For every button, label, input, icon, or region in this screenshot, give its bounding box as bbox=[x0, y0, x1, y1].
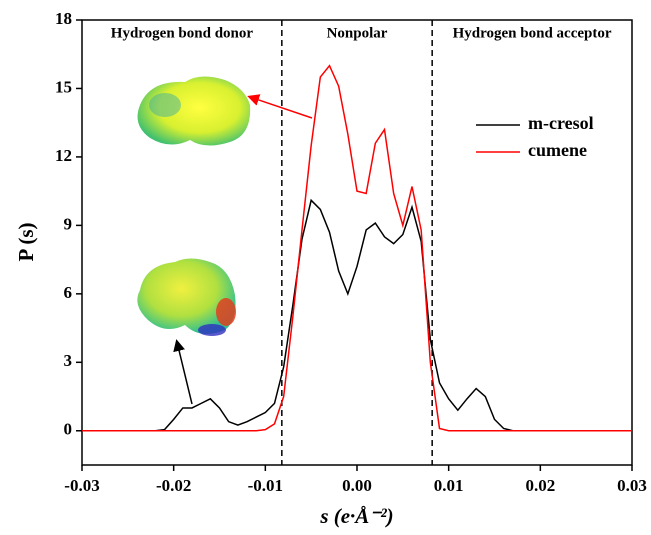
y-tick-label: 3 bbox=[64, 351, 73, 370]
x-tick-label: 0.02 bbox=[525, 476, 555, 495]
y-tick-label: 0 bbox=[64, 420, 73, 439]
x-tick-label: -0.03 bbox=[64, 476, 99, 495]
molecule-shade bbox=[216, 298, 236, 326]
legend-label: cumene bbox=[528, 140, 587, 160]
y-tick-label: 9 bbox=[64, 214, 73, 233]
x-tick-label: -0.02 bbox=[156, 476, 191, 495]
x-tick-label: 0.01 bbox=[434, 476, 464, 495]
region-label: Nonpolar bbox=[327, 25, 388, 41]
molecule-shade bbox=[149, 93, 181, 117]
region-label: Hydrogen bond acceptor bbox=[453, 25, 612, 41]
arrow bbox=[173, 339, 193, 405]
x-tick-label: 0.03 bbox=[617, 476, 647, 495]
region-label: Hydrogen bond donor bbox=[111, 25, 254, 41]
y-tick-label: 6 bbox=[64, 283, 73, 302]
line-series bbox=[82, 64, 632, 432]
legend-label: m-cresol bbox=[528, 113, 594, 133]
molecule-cresol bbox=[137, 258, 236, 334]
arrow bbox=[247, 94, 313, 119]
x-tick-label: 0.00 bbox=[342, 476, 372, 495]
y-tick-label: 12 bbox=[55, 146, 72, 165]
y-tick-label: 18 bbox=[55, 9, 72, 28]
molecule-shade bbox=[198, 324, 226, 336]
x-axis-label: s (e·Å⁻²) bbox=[319, 504, 393, 528]
x-tick-label: -0.01 bbox=[248, 476, 283, 495]
y-tick-label: 15 bbox=[55, 77, 72, 96]
y-axis-label: P (s) bbox=[14, 222, 38, 261]
